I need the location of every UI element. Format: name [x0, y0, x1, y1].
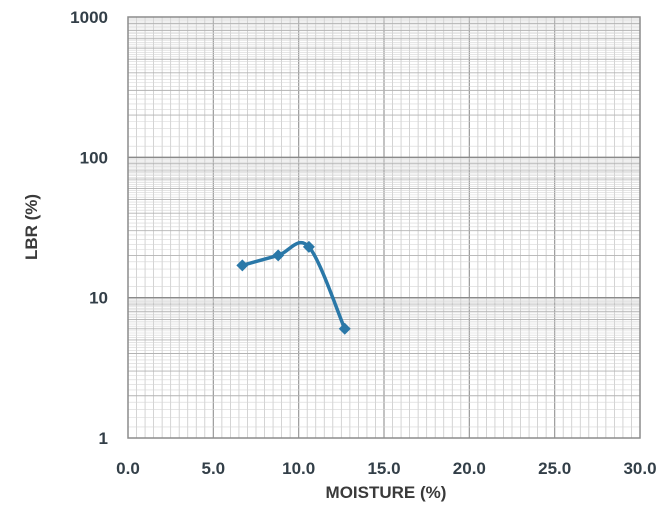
data-point-marker	[272, 249, 285, 262]
x-axis-title: MOISTURE (%)	[326, 483, 447, 502]
y-axis-title: LBR (%)	[22, 194, 41, 260]
grid	[128, 17, 640, 438]
x-tick-label: 15.0	[367, 459, 400, 478]
y-tick-label: 1	[99, 429, 108, 448]
x-tick-label: 0.0	[116, 459, 140, 478]
y-tick-label: 1000	[70, 8, 108, 27]
y-axis-tick-labels: 1 10 100 1000	[70, 8, 108, 448]
data-point-marker	[236, 259, 249, 272]
series-line	[240, 240, 347, 331]
x-tick-label: 5.0	[202, 459, 226, 478]
y-tick-label: 100	[80, 148, 108, 167]
data-point-marker	[338, 322, 351, 335]
x-tick-label: 10.0	[282, 459, 315, 478]
x-tick-label: 25.0	[538, 459, 571, 478]
x-tick-label: 30.0	[623, 459, 656, 478]
y-tick-label: 10	[89, 289, 108, 308]
x-tick-label: 20.0	[453, 459, 486, 478]
x-axis-tick-labels: 0.0 5.0 10.0 15.0 20.0 25.0 30.0	[116, 459, 656, 478]
series-layer	[236, 240, 351, 335]
data-point-marker	[302, 240, 315, 253]
plot-area-frame	[127, 16, 641, 439]
